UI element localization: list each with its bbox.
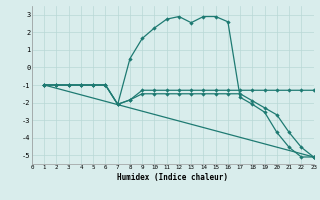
X-axis label: Humidex (Indice chaleur): Humidex (Indice chaleur) [117, 173, 228, 182]
